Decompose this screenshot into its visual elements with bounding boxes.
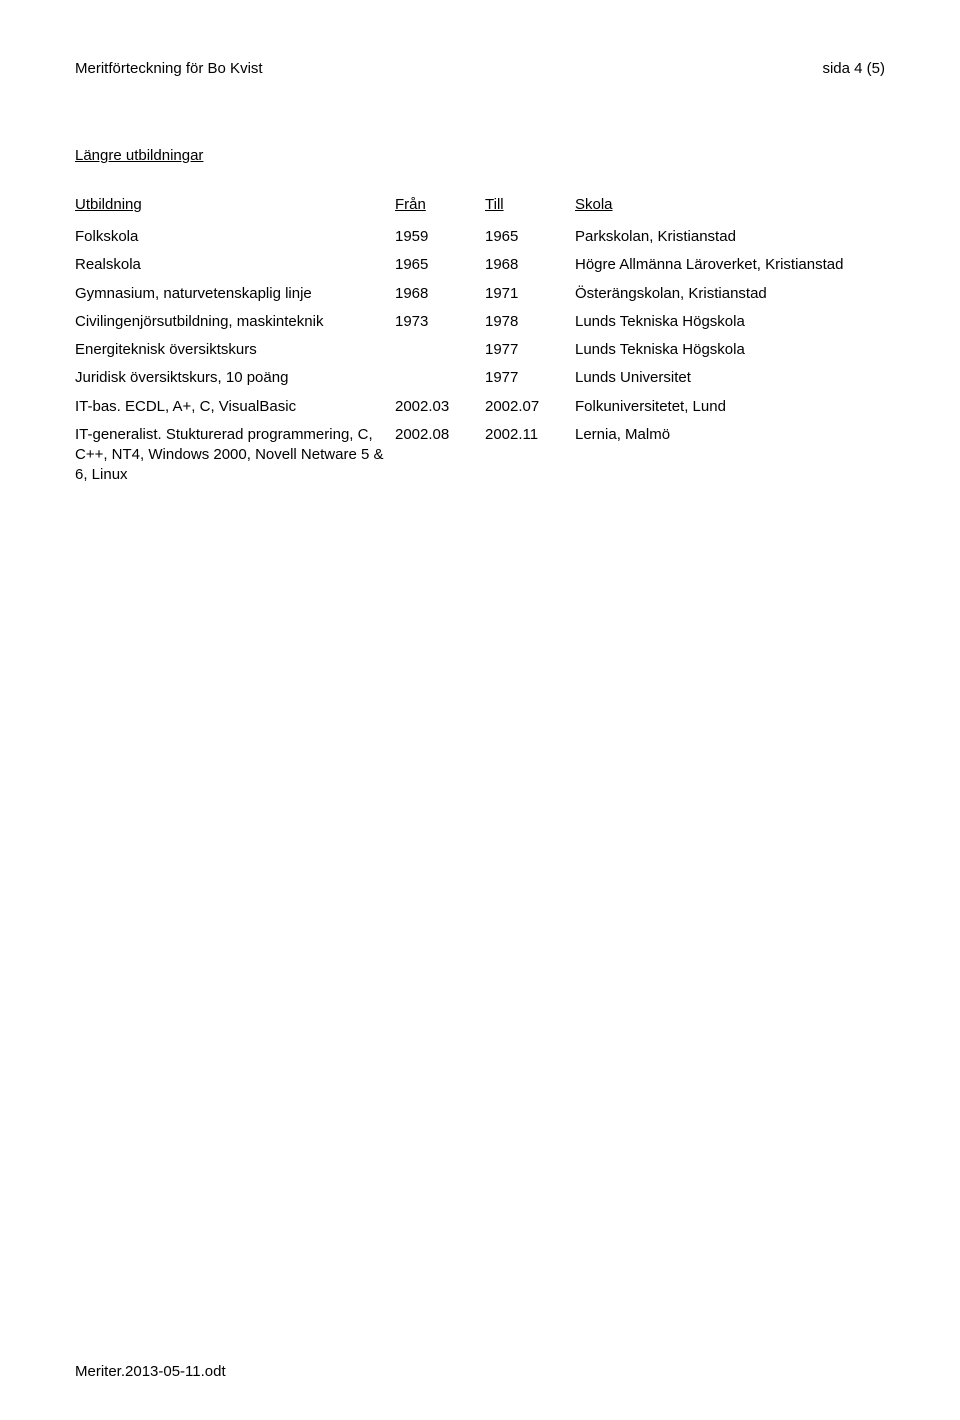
col-header-skola: Skola (575, 192, 885, 223)
cell-utbildning: Civilingenjörsutbildning, maskinteknik (75, 308, 395, 336)
table-row: IT-bas. ECDL, A+, C, VisualBasic 2002.03… (75, 393, 885, 421)
cell-skola: Lernia, Malmö (575, 421, 885, 490)
table-row: Gymnasium, naturvetenskaplig linje 1968 … (75, 280, 885, 308)
table-row: Realskola 1965 1968 Högre Allmänna Lärov… (75, 251, 885, 279)
education-table: Utbildning Från Till Skola Folkskola 195… (75, 192, 885, 490)
cell-till: 2002.11 (485, 421, 575, 490)
cell-from: 1973 (395, 308, 485, 336)
table-row: IT-generalist. Stukturerad programmering… (75, 421, 885, 490)
page-header: Meritförteckning för Bo Kvist sida 4 (5) (75, 60, 885, 77)
cell-from: 2002.08 (395, 421, 485, 490)
cell-till: 1965 (485, 223, 575, 251)
table-header-row: Utbildning Från Till Skola (75, 192, 885, 223)
col-header-from: Från (395, 192, 485, 223)
cell-utbildning: Realskola (75, 251, 395, 279)
cell-utbildning: Folkskola (75, 223, 395, 251)
cell-till: 1968 (485, 251, 575, 279)
header-title: Meritförteckning för Bo Kvist (75, 60, 263, 77)
table-row: Folkskola 1959 1965 Parkskolan, Kristian… (75, 223, 885, 251)
cell-skola: Parkskolan, Kristianstad (575, 223, 885, 251)
cell-till: 1971 (485, 280, 575, 308)
cell-from (395, 364, 485, 392)
cell-skola: Lunds Universitet (575, 364, 885, 392)
table-row: Energiteknisk översiktskurs 1977 Lunds T… (75, 336, 885, 364)
cell-utbildning: Juridisk översiktskurs, 10 poäng (75, 364, 395, 392)
cell-till: 2002.07 (485, 393, 575, 421)
cell-skola: Lunds Tekniska Högskola (575, 308, 885, 336)
table-row: Civilingenjörsutbildning, maskinteknik 1… (75, 308, 885, 336)
section-title: Längre utbildningar (75, 147, 885, 164)
cell-skola: Högre Allmänna Läroverket, Kristianstad (575, 251, 885, 279)
table-row: Juridisk översiktskurs, 10 poäng 1977 Lu… (75, 364, 885, 392)
cell-till: 1977 (485, 364, 575, 392)
col-header-utbildning: Utbildning (75, 192, 395, 223)
cell-till: 1977 (485, 336, 575, 364)
cell-utbildning: IT-generalist. Stukturerad programmering… (75, 421, 395, 490)
cell-skola: Lunds Tekniska Högskola (575, 336, 885, 364)
cell-skola: Österängskolan, Kristianstad (575, 280, 885, 308)
cell-till: 1978 (485, 308, 575, 336)
cell-from: 1968 (395, 280, 485, 308)
cell-from: 2002.03 (395, 393, 485, 421)
cell-from: 1959 (395, 223, 485, 251)
cell-from (395, 336, 485, 364)
cell-from: 1965 (395, 251, 485, 279)
col-header-till: Till (485, 192, 575, 223)
cell-utbildning: IT-bas. ECDL, A+, C, VisualBasic (75, 393, 395, 421)
cell-utbildning: Energiteknisk översiktskurs (75, 336, 395, 364)
header-page-number: sida 4 (5) (822, 60, 885, 77)
footer-filename: Meriter.2013-05-11.odt (75, 1363, 226, 1380)
cell-utbildning: Gymnasium, naturvetenskaplig linje (75, 280, 395, 308)
cell-skola: Folkuniversitetet, Lund (575, 393, 885, 421)
